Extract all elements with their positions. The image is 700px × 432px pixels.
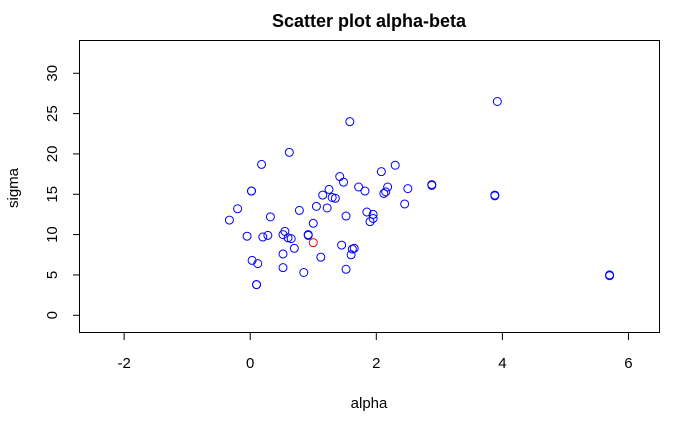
y-axis: 0 5 10 15 20 25 30 [44,65,80,319]
data-point [318,190,328,200]
data-point [337,240,347,250]
data-point [365,217,375,227]
data-point [224,215,234,225]
x-axis: -2 0 2 4 6 [117,333,633,372]
data-point [299,268,309,278]
data-point [278,249,288,259]
data-point [322,203,332,213]
y-tick-label: 0 [44,311,61,319]
data-point [284,147,294,157]
data-point [258,232,268,242]
x-tick-label: 4 [498,355,506,372]
y-axis-label: sigma [5,167,22,208]
data-point [490,191,500,201]
x-tick-label: 2 [372,355,380,372]
data-point [252,280,262,290]
data-point [349,243,359,253]
data-point [308,218,318,228]
data-point [294,205,304,215]
data-point [605,271,615,281]
data-points [224,96,615,290]
data-point [341,211,351,221]
y-tick-label: 30 [44,65,61,82]
data-point [286,234,296,244]
data-point [368,209,378,219]
y-tick-label: 15 [44,186,61,203]
data-point [330,193,340,203]
data-point [311,201,321,211]
data-point [263,230,273,240]
data-point [289,243,299,253]
data-point [345,117,355,127]
data-point [257,159,267,169]
data-point [308,238,318,248]
data-point [339,177,349,187]
data-point [253,259,263,269]
y-tick-label: 20 [44,146,61,163]
x-tick-label: -2 [117,355,130,372]
plot-frame [79,40,660,333]
data-point [324,184,334,194]
data-point [368,213,378,223]
data-point [265,212,275,222]
data-point [492,96,502,106]
data-point [381,187,391,197]
data-point [341,264,351,274]
data-point [278,263,288,273]
data-point [403,184,413,194]
data-point [303,230,313,240]
x-tick-label: 0 [246,355,254,372]
data-point [246,186,256,196]
chart-title: Scatter plot alpha-beta [272,11,467,31]
y-tick-label: 10 [44,226,61,243]
y-tick-label: 25 [44,105,61,122]
data-point [362,207,372,217]
data-point [354,182,364,192]
x-tick-label: 6 [624,355,632,372]
x-axis-label: alpha [351,395,388,412]
data-point [400,199,410,209]
data-point [390,160,400,170]
data-point [360,186,370,196]
data-point [233,204,243,214]
data-point [242,231,252,241]
data-point [383,182,393,192]
data-point [335,172,345,182]
data-point [427,180,437,190]
data-point [247,255,257,265]
data-point [379,188,389,198]
data-point [376,167,386,177]
data-point [316,252,326,262]
y-tick-label: 5 [44,271,61,279]
